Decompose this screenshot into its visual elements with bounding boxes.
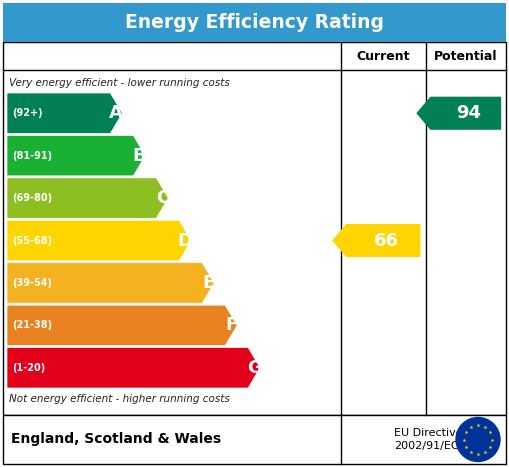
Text: D: D [178, 232, 193, 249]
Text: B: B [132, 147, 146, 165]
Text: A: A [109, 104, 123, 122]
Text: C: C [156, 189, 169, 207]
Polygon shape [416, 97, 501, 130]
Text: Very energy efficient - lower running costs: Very energy efficient - lower running co… [9, 78, 230, 88]
Polygon shape [7, 263, 214, 303]
Polygon shape [7, 347, 260, 388]
Polygon shape [7, 305, 237, 346]
Text: England, Scotland & Wales: England, Scotland & Wales [11, 432, 221, 446]
Text: Energy Efficiency Rating: Energy Efficiency Rating [125, 13, 384, 32]
Text: 66: 66 [374, 232, 399, 249]
Text: (21-38): (21-38) [12, 320, 52, 330]
Bar [3, 42, 506, 415]
Bar [3, 3, 506, 42]
Text: (1-20): (1-20) [12, 363, 45, 373]
Text: (55-68): (55-68) [12, 235, 52, 246]
Text: (92+): (92+) [12, 108, 43, 118]
Circle shape [456, 417, 500, 461]
Text: 2002/91/EC: 2002/91/EC [394, 441, 459, 452]
Polygon shape [7, 220, 191, 261]
Polygon shape [7, 93, 122, 134]
Polygon shape [332, 224, 420, 257]
Text: F: F [225, 316, 237, 334]
Polygon shape [7, 135, 145, 176]
Polygon shape [7, 178, 168, 218]
Text: G: G [247, 359, 262, 377]
Text: Current: Current [356, 50, 410, 63]
Text: (39-54): (39-54) [12, 278, 52, 288]
Text: (81-91): (81-91) [12, 151, 52, 161]
Text: 94: 94 [456, 104, 481, 122]
Text: (69-80): (69-80) [12, 193, 52, 203]
Text: E: E [202, 274, 214, 292]
Text: EU Directive: EU Directive [394, 429, 463, 439]
Text: Potential: Potential [434, 50, 497, 63]
Bar [3, 415, 506, 464]
Text: Not energy efficient - higher running costs: Not energy efficient - higher running co… [9, 394, 230, 404]
